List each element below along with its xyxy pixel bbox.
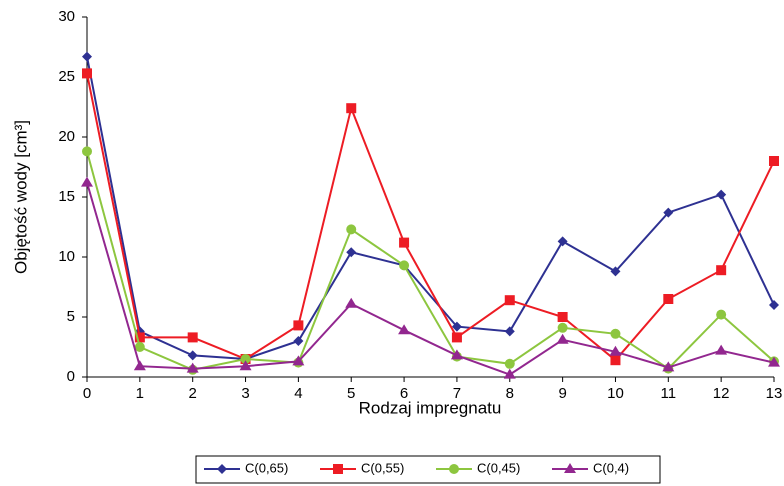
x-tick-label: 1	[136, 385, 144, 402]
y-tick-label: 0	[67, 368, 75, 385]
x-tick-label: 2	[189, 385, 197, 402]
marker	[82, 51, 92, 62]
marker	[398, 324, 411, 335]
marker	[293, 336, 304, 346]
y-tick-label: 25	[58, 68, 75, 85]
legend-marker	[564, 463, 576, 473]
legend-label: C(0,45)	[477, 460, 520, 475]
marker	[346, 224, 357, 235]
x-tick-label: 7	[453, 385, 461, 402]
marker	[504, 326, 515, 337]
series-line	[86, 56, 775, 361]
marker	[346, 247, 357, 258]
marker	[345, 297, 358, 308]
x-tick-label: 0	[83, 385, 91, 402]
y-tick-label: 20	[58, 128, 75, 145]
marker	[768, 356, 780, 367]
x-tick-label: 12	[713, 385, 730, 402]
marker	[240, 354, 251, 364]
marker	[769, 300, 779, 310]
x-tick-label: 9	[558, 385, 566, 402]
legend-label: C(0,65)	[245, 460, 288, 475]
marker	[187, 350, 198, 361]
series-line	[86, 182, 775, 376]
marker	[451, 332, 462, 343]
legend-label: C(0,4)	[593, 460, 629, 475]
marker	[186, 362, 199, 373]
marker	[556, 333, 569, 344]
x-tick-label: 11	[661, 385, 677, 402]
marker	[399, 260, 410, 271]
marker	[187, 332, 198, 343]
series-line	[86, 73, 775, 362]
marker	[610, 266, 621, 277]
x-tick-label: 10	[607, 385, 624, 402]
marker	[557, 312, 568, 322]
marker	[134, 342, 145, 352]
marker	[82, 68, 92, 79]
x-tick-label: 6	[400, 385, 408, 402]
marker	[346, 103, 357, 114]
marker	[399, 237, 410, 248]
marker	[450, 349, 463, 360]
marker	[663, 294, 674, 304]
marker	[81, 176, 93, 187]
marker	[716, 309, 727, 320]
marker	[609, 345, 622, 356]
marker	[557, 322, 568, 333]
y-tick-label: 5	[67, 308, 75, 325]
marker	[715, 344, 728, 355]
legend-label: C(0,55)	[361, 460, 404, 475]
marker	[716, 189, 727, 200]
x-tick-label: 5	[347, 385, 355, 402]
marker	[133, 360, 146, 371]
marker	[292, 355, 305, 366]
legend-marker	[449, 464, 459, 474]
y-axis-label: Objętość wody [cm³]	[11, 120, 30, 274]
marker	[82, 146, 92, 157]
marker	[293, 320, 304, 331]
marker	[504, 358, 515, 369]
marker	[134, 332, 145, 343]
y-tick-label: 10	[58, 248, 75, 265]
marker	[503, 368, 516, 379]
x-tick-label: 8	[506, 385, 514, 402]
marker	[557, 236, 568, 247]
marker	[663, 207, 674, 218]
marker	[610, 355, 621, 366]
marker	[610, 328, 621, 339]
x-tick-label: 13	[766, 385, 783, 402]
y-tick-label: 30	[58, 8, 75, 25]
x-tick-label: 3	[241, 385, 249, 402]
y-tick-label: 15	[58, 188, 75, 205]
marker	[451, 321, 462, 332]
marker	[769, 156, 779, 166]
marker	[716, 265, 727, 276]
x-tick-label: 4	[294, 385, 302, 402]
x-axis-label: Rodzaj impregnatu	[359, 398, 502, 417]
marker	[662, 361, 675, 372]
legend-marker	[217, 464, 227, 474]
marker	[504, 295, 515, 306]
legend-marker	[333, 464, 343, 474]
marker	[239, 360, 252, 371]
